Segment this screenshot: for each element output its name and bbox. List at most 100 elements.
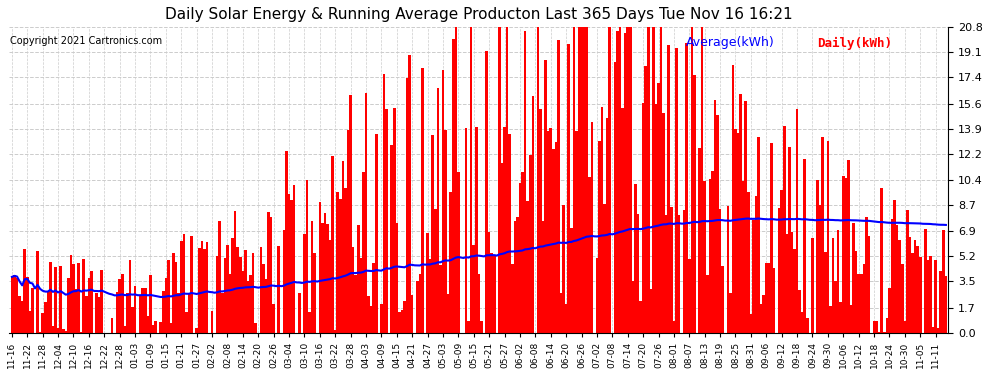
Bar <box>282 230 285 333</box>
Bar <box>321 223 324 333</box>
Bar <box>432 135 434 333</box>
Bar <box>80 332 82 333</box>
Bar <box>546 131 549 333</box>
Bar <box>509 134 511 333</box>
Bar <box>47 292 50 333</box>
Bar <box>354 275 357 333</box>
Bar <box>924 229 927 333</box>
Bar <box>732 65 735 333</box>
Bar <box>616 31 619 333</box>
Bar <box>619 27 622 333</box>
Bar <box>506 27 509 333</box>
Bar <box>254 322 257 333</box>
Bar <box>442 70 445 333</box>
Bar <box>837 230 840 333</box>
Bar <box>791 232 793 333</box>
Bar <box>685 44 688 333</box>
Bar <box>832 238 835 333</box>
Bar <box>226 244 229 333</box>
Bar <box>434 209 437 333</box>
Bar <box>603 204 606 333</box>
Bar <box>224 258 226 333</box>
Bar <box>398 312 401 333</box>
Bar <box>627 27 629 333</box>
Bar <box>524 31 527 333</box>
Bar <box>429 260 432 333</box>
Bar <box>169 323 172 333</box>
Bar <box>737 133 740 333</box>
Bar <box>164 278 167 333</box>
Bar <box>654 104 657 333</box>
Bar <box>909 237 911 333</box>
Bar <box>519 183 522 333</box>
Bar <box>259 247 262 333</box>
Bar <box>817 180 819 333</box>
Bar <box>844 178 847 333</box>
Bar <box>652 27 654 333</box>
Text: Average(kWh): Average(kWh) <box>685 36 774 50</box>
Bar <box>709 179 711 333</box>
Bar <box>529 156 532 333</box>
Bar <box>693 75 696 333</box>
Bar <box>87 278 90 333</box>
Bar <box>372 263 375 333</box>
Bar <box>896 225 898 333</box>
Bar <box>744 100 747 333</box>
Bar <box>408 55 411 333</box>
Bar <box>142 288 145 333</box>
Bar <box>596 258 598 333</box>
Bar <box>345 188 346 333</box>
Bar <box>367 296 370 333</box>
Bar <box>44 302 47 333</box>
Bar <box>151 325 154 333</box>
Bar <box>445 130 446 333</box>
Bar <box>657 83 659 333</box>
Bar <box>804 159 806 333</box>
Bar <box>145 288 147 333</box>
Bar <box>67 278 69 333</box>
Bar <box>285 151 288 333</box>
Bar <box>82 259 85 333</box>
Bar <box>477 274 480 333</box>
Bar <box>762 296 765 333</box>
Bar <box>898 240 901 333</box>
Bar <box>314 253 316 333</box>
Bar <box>659 27 662 333</box>
Bar <box>614 62 616 333</box>
Bar <box>675 48 678 333</box>
Bar <box>251 253 254 333</box>
Bar <box>714 100 716 333</box>
Bar <box>498 27 501 333</box>
Bar <box>119 279 121 333</box>
Bar <box>147 316 149 333</box>
Bar <box>139 296 142 333</box>
Bar <box>780 190 783 333</box>
Bar <box>801 312 804 333</box>
Bar <box>272 304 275 333</box>
Bar <box>688 260 691 333</box>
Bar <box>337 192 339 333</box>
Bar <box>154 321 156 333</box>
Bar <box>665 215 667 333</box>
Bar <box>211 311 213 333</box>
Bar <box>542 220 545 333</box>
Bar <box>234 211 237 333</box>
Bar <box>565 304 567 333</box>
Bar <box>906 210 909 333</box>
Bar <box>167 260 169 333</box>
Bar <box>351 247 354 333</box>
Bar <box>393 108 396 333</box>
Bar <box>232 238 234 333</box>
Bar <box>75 289 77 333</box>
Text: Daily(kWh): Daily(kWh) <box>817 36 892 50</box>
Bar <box>760 304 762 333</box>
Bar <box>842 176 844 333</box>
Bar <box>590 123 593 333</box>
Bar <box>221 293 224 333</box>
Bar <box>229 273 232 333</box>
Bar <box>449 192 452 333</box>
Bar <box>54 267 56 333</box>
Bar <box>559 293 562 333</box>
Bar <box>239 258 242 333</box>
Bar <box>11 277 13 333</box>
